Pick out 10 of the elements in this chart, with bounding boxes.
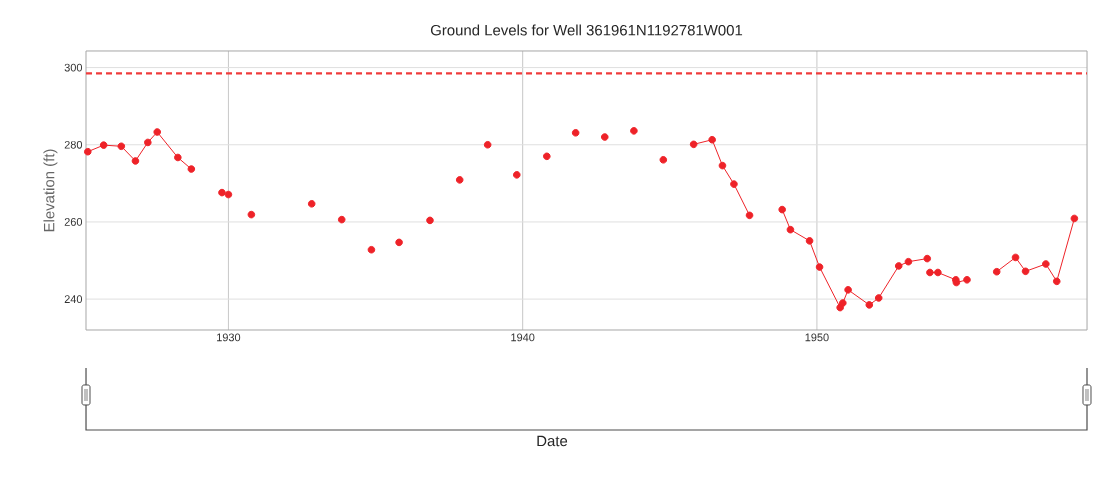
text: Date xyxy=(537,435,568,447)
x-tick-label: 1950 xyxy=(805,333,829,342)
y-tick-label: 300 xyxy=(64,63,83,72)
y-axis-title: Elevation (ft) xyxy=(43,149,58,232)
y-tick-label: 260 xyxy=(64,218,83,226)
x-tick-label: 1940 xyxy=(511,333,535,342)
y-tick-label: 280 xyxy=(64,140,83,149)
chart-title: Ground Levels for Well 361961N1192781W001 xyxy=(430,24,743,36)
y-tick-label: 240 xyxy=(64,295,83,303)
x-tick-label: 1930 xyxy=(217,333,241,342)
